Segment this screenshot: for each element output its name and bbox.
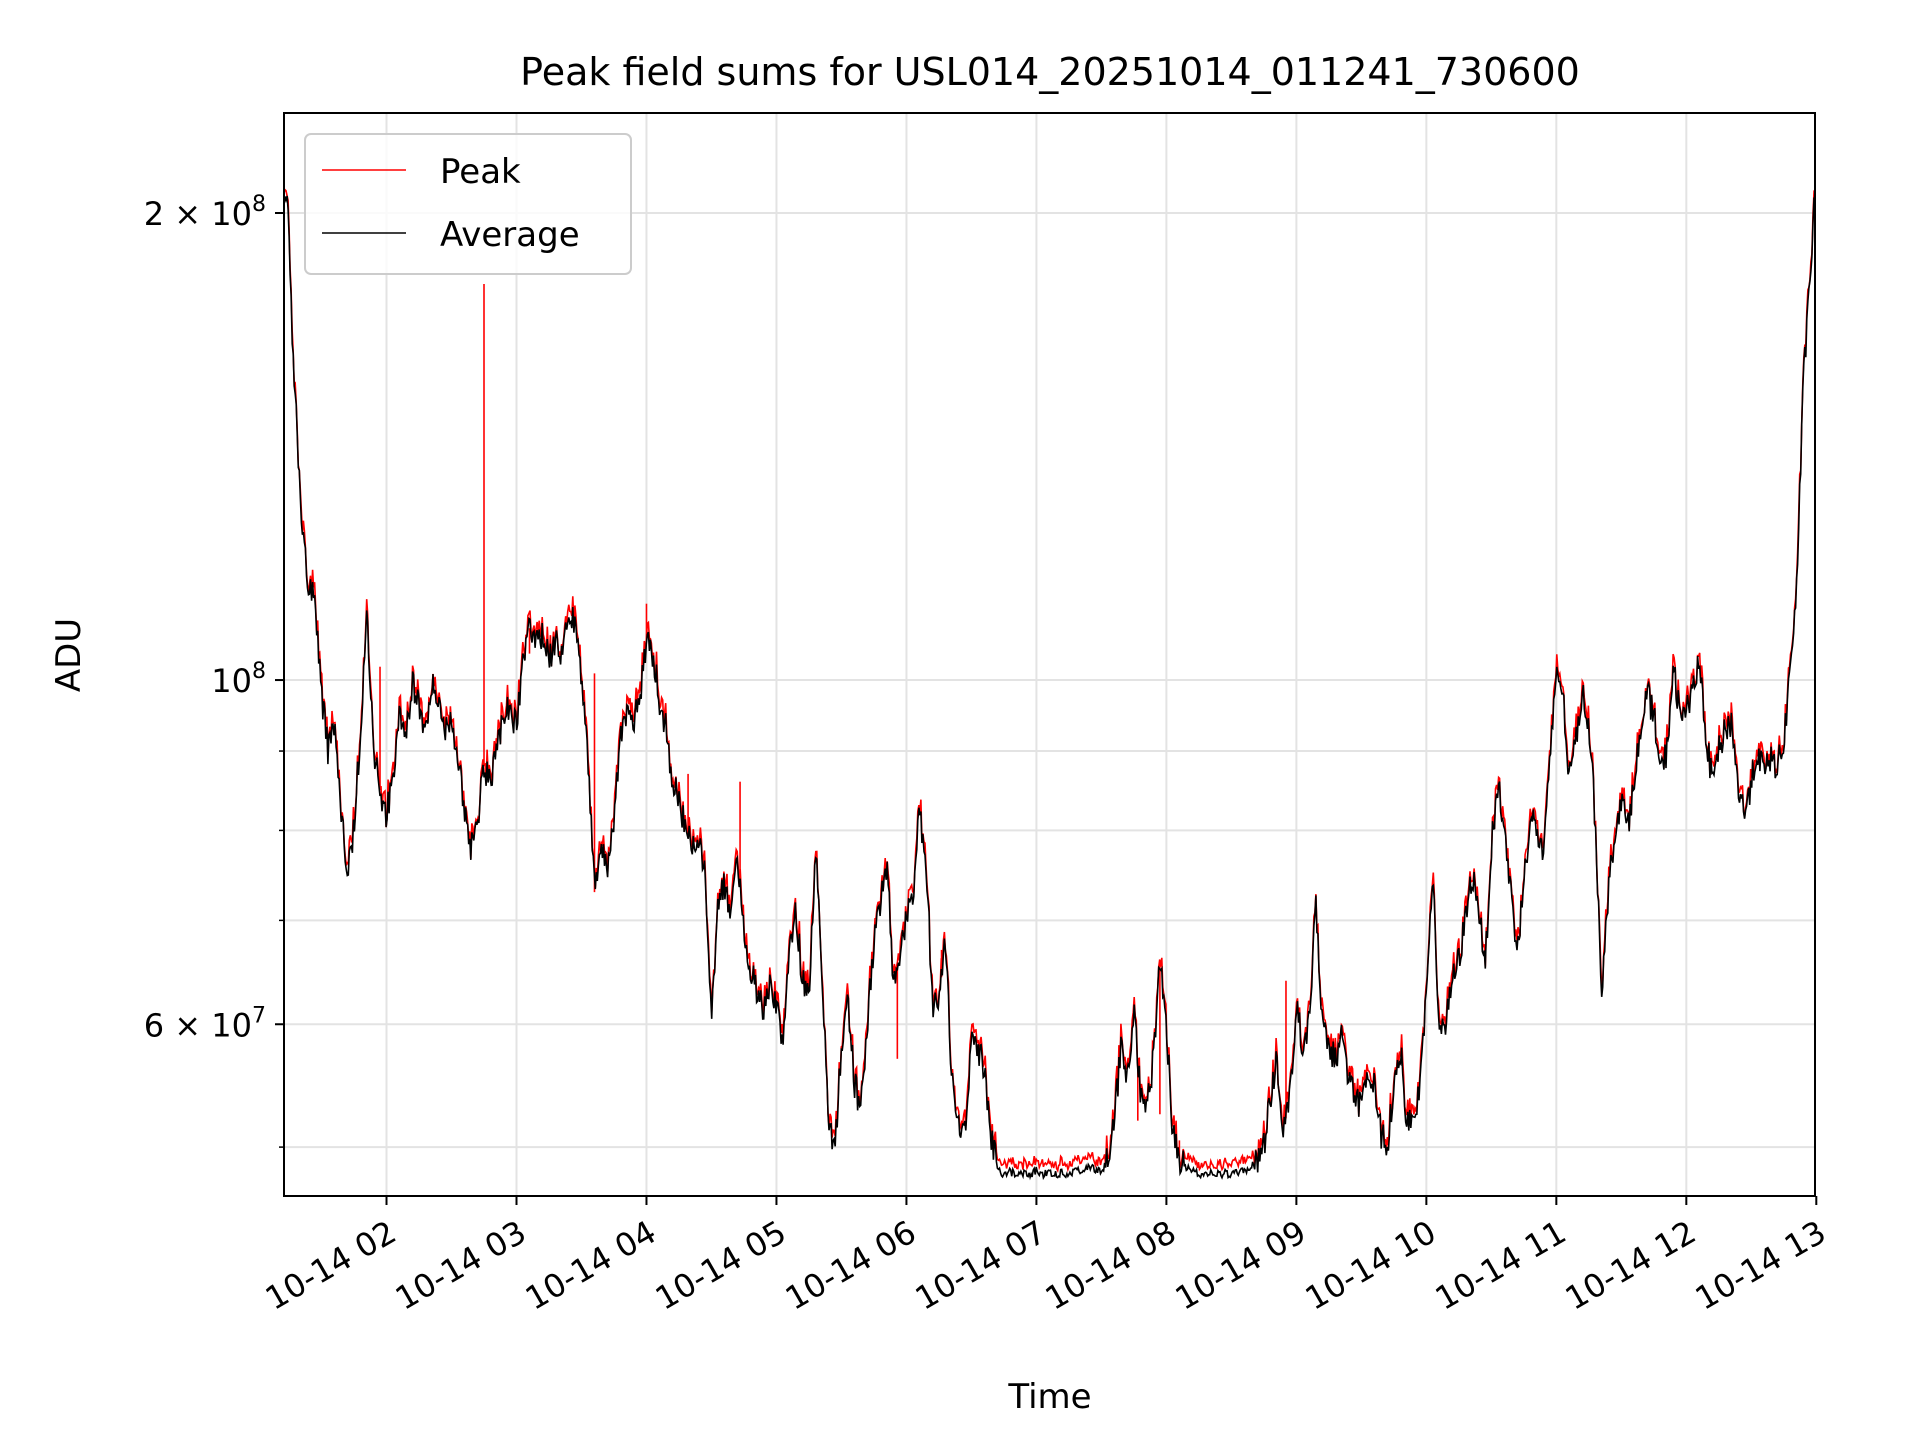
y-tick-label-exponent: 7: [252, 1003, 266, 1028]
y-tick-label: 108: [211, 659, 266, 700]
x-axis-label: Time: [1007, 1377, 1091, 1417]
plot-frame: [283, 112, 1816, 1197]
y-tick-label-base: 2 × 10: [144, 195, 252, 233]
y-tick-label-base: 10: [211, 662, 252, 700]
y-tick-label-exponent: 8: [252, 192, 266, 217]
y-tick-label-base: 6 × 10: [144, 1006, 252, 1044]
legend-box: [304, 133, 632, 275]
legend-average-label: Average: [440, 215, 580, 255]
y-tick-label-exponent: 8: [252, 659, 266, 684]
series-peak-line: [283, 188, 1816, 1174]
series-average-line: [283, 195, 1816, 1181]
plot-lines: [283, 188, 1816, 1181]
y-tick-label: 2 × 108: [144, 192, 266, 233]
y-axis-label: ADU: [49, 618, 89, 692]
legend-peak-label: Peak: [440, 152, 521, 192]
legend: Peak Average: [304, 133, 632, 275]
y-tick-label: 6 × 107: [144, 1003, 266, 1044]
chart-title: Peak field sums for USL014_20251014_0112…: [520, 50, 1580, 94]
